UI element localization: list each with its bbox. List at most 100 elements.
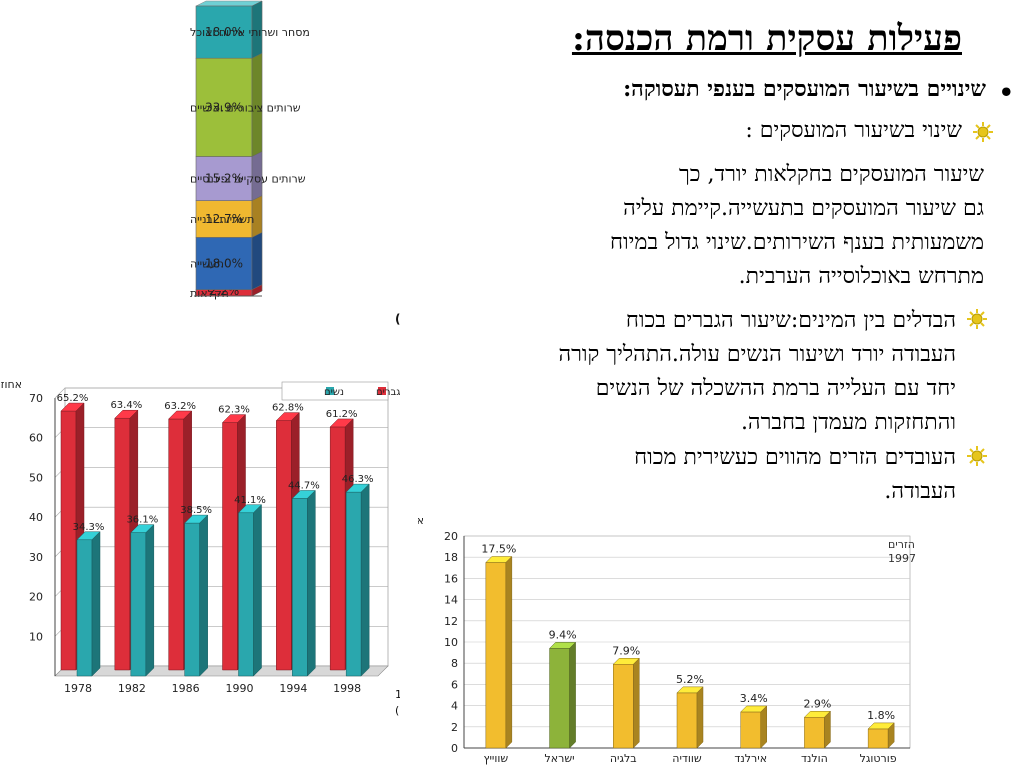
legend-swatch — [326, 387, 334, 395]
x-tick-label: 1998 — [333, 682, 361, 695]
legend-label: גברים — [376, 387, 400, 398]
men-value-label: 62.8% — [272, 403, 304, 414]
y-tick-label: 16 — [444, 572, 458, 585]
legend-label: נשים — [324, 387, 344, 398]
foreign-chart-subtitle: בכוח העבודה של מדינות נבחרות , 1997 — [888, 552, 916, 565]
stack-segment — [195, 57, 253, 157]
sub-bullet-text: שינוי בשיעור המועסקים : — [745, 118, 962, 143]
segment-value-label: 18.0% — [205, 25, 243, 39]
y-tick-label: 2 — [451, 721, 458, 734]
country-tick-label: בלגיה — [610, 752, 637, 765]
country-bar — [867, 722, 895, 749]
country-bar — [740, 705, 768, 749]
y-tick-label: 14 — [444, 594, 458, 607]
x-tick-label: 1990 — [226, 682, 254, 695]
country-value-label: 3.4% — [740, 692, 768, 705]
segment-category-label: תשתיות ובנייה — [190, 213, 254, 226]
gender-participation-chart: 10 20 30 40 50 60 70 אחוזים 65.2% 34.3% 1978 63.4% 3… — [0, 378, 400, 717]
x-tick-label: 1994 — [279, 682, 307, 695]
country-bar — [485, 555, 513, 749]
country-tick-label: אירלנד — [734, 752, 767, 765]
country-tick-label: שוודיה — [672, 752, 702, 765]
women-value-label: 38.5% — [180, 505, 212, 516]
stacked-chart-title: שיעור המועסקים בענפי הכלכלה השונים בשנת … — [395, 312, 400, 326]
segment-value-label: 12.7% — [205, 212, 243, 226]
y-axis-label: אחוזים — [418, 514, 424, 527]
men-value-label: 62.3% — [218, 405, 250, 416]
sub-bullet-foreign: העובדים הזרים מהווים כעשירית מכוח העבודה… — [396, 441, 987, 509]
body-line: שיעור המועסקים בחקלאות יורד, כך — [678, 162, 984, 187]
stack-segment — [195, 5, 253, 59]
y-tick-label: 0 — [451, 742, 458, 755]
women-bar — [291, 489, 316, 677]
body-paragraph: שיעור המועסקים בחקלאות יורד, כך גם שיעור… — [344, 158, 984, 294]
gender-line: העבודה יורד ושיעור הנשים עולה.התהליך קור… — [558, 342, 956, 367]
women-bar — [76, 531, 101, 677]
y-gridline-side — [54, 387, 66, 399]
participation-chart-title: שיעור התשתתפות של גברים ונשים בכוח עבודה… — [395, 688, 400, 701]
men-value-label: 63.4% — [110, 400, 142, 411]
x-tick-label: 1986 — [172, 682, 200, 695]
stack-segment — [195, 237, 253, 290]
body-line: מתרחש באוכלוסייה הערבית. — [738, 264, 984, 289]
segment-category-label: תעשייה — [190, 258, 224, 271]
women-value-label: 36.1% — [126, 515, 158, 526]
gender-line: הבדלים בין המינים:שיעור הגברים בכוח — [625, 308, 956, 333]
main-bullet-text: שינויים בשיעור המועסקים בענפי תעסוקה: — [623, 76, 986, 102]
sub-bullet-change: שינוי בשיעור המועסקים : — [482, 117, 993, 143]
y-tick-label: 18 — [444, 551, 458, 564]
country-tick-label: הולנד — [801, 752, 828, 765]
y-tick-label: 6 — [451, 678, 458, 691]
segment-value-label: 18.0% — [205, 257, 243, 271]
women-value-label: 44.7% — [288, 480, 320, 491]
country-value-label: 17.5% — [481, 543, 516, 556]
stack-segment — [195, 156, 253, 201]
sun-bullet-icon — [973, 122, 993, 142]
stack-segment-side — [251, 232, 263, 291]
y-tick-label: 4 — [451, 700, 458, 713]
foreign-chart-title: חלקם של העובדים הזרים — [888, 538, 916, 551]
y-tick-label: 10 — [444, 636, 458, 649]
country-value-label: 1.8% — [867, 709, 895, 722]
country-tick-label: שווייץ — [484, 752, 509, 765]
bullet-dot-icon: • — [998, 78, 1014, 107]
segment-category-label: שרותים ציבוריים ואישיים — [190, 101, 301, 114]
men-value-label: 65.2% — [57, 393, 89, 404]
country-value-label: 7.9% — [612, 644, 640, 657]
country-tick-label: פורטוגל — [860, 752, 897, 765]
women-value-label: 46.3% — [342, 474, 374, 485]
body-line: משמעותית בענף השירותים.שינוי גדול במיוח — [610, 230, 984, 255]
y-axis-label: אחוזים — [0, 378, 22, 391]
women-value-label: 41.1% — [234, 495, 266, 506]
x-tick-label: 1982 — [118, 682, 146, 695]
gender-line: והתחזקות מעמדן בחברה. — [740, 410, 956, 435]
body-line: גם שיעור המועסקים בתעשייה.קיימת עליה — [623, 196, 984, 221]
foreign-workers-chart: 0 2 4 6 8 10 12 14 16 18 20 אחוזים חלקם של העובדים ה… — [418, 514, 916, 765]
segment-category-label: מסחר ושרותי אירוח ואוכל — [190, 26, 310, 39]
segment-category-label: חקלאות — [190, 287, 229, 300]
segment-value-label: 15.2% — [205, 172, 243, 186]
y-tick-label: 50 — [29, 471, 43, 484]
women-bar — [130, 524, 155, 677]
foreign-line: העובדים הזרים מהווים כעשירית מכוח — [634, 445, 956, 470]
women-bar — [184, 514, 209, 677]
gender-line: יחד עם העלייה ברמת ההשכלה של הנשים — [595, 376, 956, 401]
stack-segment-side — [251, 0, 263, 59]
y-tick-label: 8 — [451, 657, 458, 670]
men-value-label: 63.2% — [164, 401, 196, 412]
women-bar — [237, 504, 263, 677]
foreign-line: העבודה. — [884, 479, 956, 504]
country-value-label: 9.4% — [549, 628, 577, 641]
x-tick-label: 1978 — [64, 682, 92, 695]
country-value-label: 5.2% — [676, 673, 704, 686]
country-bar — [612, 657, 640, 749]
main-bullet: • שינויים בשיעור המועסקים בענפי תעסוקה: — [426, 76, 1014, 107]
y-tick-label: 10 — [29, 630, 43, 643]
country-bar — [548, 641, 577, 749]
country-tick-label: ישראל — [545, 752, 575, 765]
slide-title: פעילות עסקית ורמת הכנסה: — [571, 18, 962, 59]
segment-category-label: שרותים עסקיים ופיננסיים — [190, 173, 306, 186]
legend-box — [281, 381, 389, 401]
y-tick-label: 30 — [29, 551, 43, 564]
